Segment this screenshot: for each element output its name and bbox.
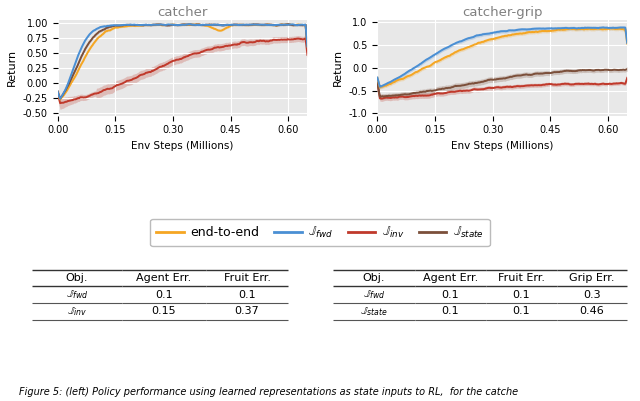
Title: catcher-grip: catcher-grip [462, 6, 543, 19]
X-axis label: Env Steps (Millions): Env Steps (Millions) [131, 141, 234, 151]
Title: catcher: catcher [157, 6, 208, 19]
X-axis label: Env Steps (Millions): Env Steps (Millions) [451, 141, 554, 151]
Y-axis label: Return: Return [333, 49, 343, 86]
Legend: end-to-end, $\mathbb{J}_{fwd}$, $\mathbb{J}_{inv}$, $\mathbb{J}_{state}$: end-to-end, $\mathbb{J}_{fwd}$, $\mathbb… [150, 219, 490, 246]
Text: Figure 5: (left) Policy performance using learned representations as state input: Figure 5: (left) Policy performance usin… [19, 387, 518, 397]
Y-axis label: Return: Return [7, 49, 17, 86]
